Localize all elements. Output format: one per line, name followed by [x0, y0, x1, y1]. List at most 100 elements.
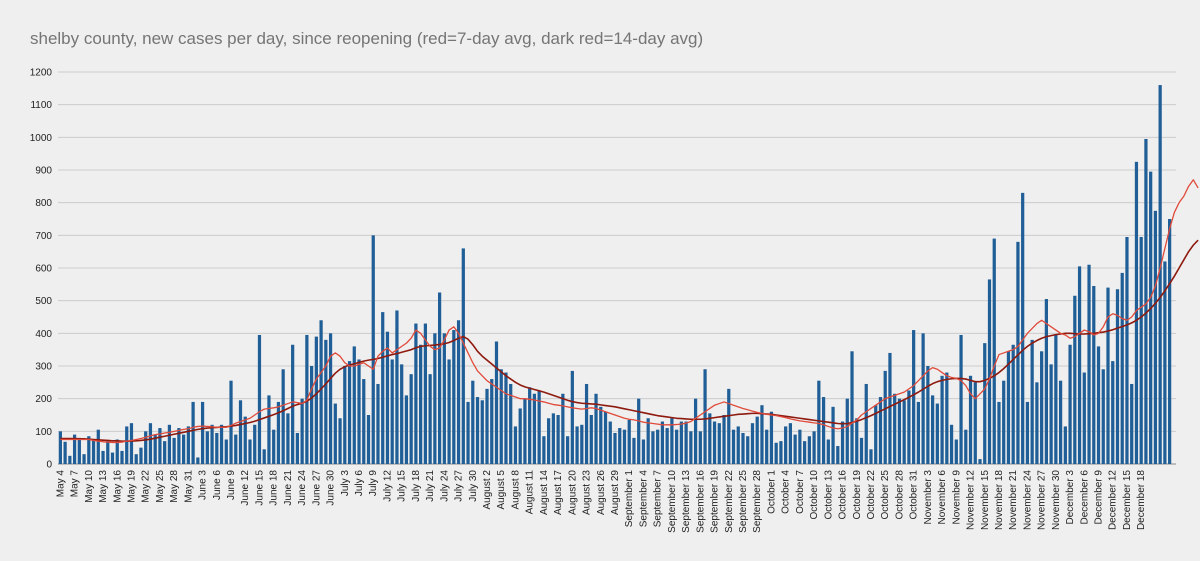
bar: [153, 434, 157, 464]
y-tick-label: 0: [46, 460, 52, 471]
bar: [746, 436, 750, 464]
bar: [238, 400, 243, 464]
bar: [96, 429, 100, 464]
bar: [1011, 344, 1015, 464]
bar: [978, 459, 982, 464]
bar: [319, 320, 323, 464]
x-tick-label: May 22: [141, 470, 152, 503]
x-tick-label: May 31: [183, 470, 194, 503]
bar: [793, 434, 797, 464]
bar: [845, 398, 849, 464]
x-tick-label: September 25: [738, 470, 749, 533]
bar: [983, 343, 987, 464]
x-tick-label: August 5: [496, 470, 507, 510]
bar: [200, 401, 205, 464]
bar: [452, 330, 456, 464]
x-tick-label: October 28: [894, 470, 905, 520]
x-tick-label: August 17: [553, 470, 564, 515]
chart-title: shelby county, new cases per day, since …: [30, 29, 703, 48]
line-7-day-avg: [60, 179, 1199, 444]
bar: [532, 393, 537, 464]
bar: [281, 369, 285, 464]
bar: [916, 401, 920, 464]
bar: [1002, 380, 1006, 464]
x-tick-label: December 12: [1108, 470, 1119, 530]
bar: [897, 398, 902, 464]
bar: [475, 397, 480, 464]
bar: [1144, 138, 1148, 464]
x-tick-label: August 11: [525, 470, 536, 515]
bar: [72, 434, 77, 464]
bar: [144, 431, 148, 464]
bar: [343, 366, 347, 464]
x-tick-label: October 4: [781, 470, 792, 514]
x-tick-label: December 18: [1136, 470, 1147, 530]
x-tick-label: July 24: [439, 470, 450, 502]
bar: [798, 429, 802, 464]
x-tick-label: July 6: [354, 470, 365, 497]
bar: [177, 428, 181, 464]
bar: [807, 436, 811, 464]
bar: [930, 395, 935, 464]
bar: [665, 428, 669, 464]
bar: [784, 426, 788, 464]
x-tick-label: May 10: [84, 470, 95, 503]
x-tick-label: November 3: [923, 470, 934, 525]
bar: [196, 457, 200, 464]
bar: [442, 333, 446, 464]
y-tick-label: 400: [35, 329, 52, 340]
bar: [646, 418, 650, 464]
bar: [779, 441, 783, 464]
x-tick-label: September 16: [695, 470, 706, 533]
x-tick-label: November 15: [980, 470, 991, 530]
bar: [376, 383, 380, 464]
bar: [1054, 334, 1058, 464]
bar: [954, 439, 958, 464]
y-tick-label: 800: [35, 198, 52, 209]
bar: [409, 374, 413, 464]
x-tick-label: November 9: [951, 470, 962, 525]
bar: [883, 370, 887, 464]
bar: [712, 421, 717, 464]
x-tick-label: May 7: [70, 470, 81, 498]
x-tick-label: November 6: [937, 470, 948, 525]
x-tick-label: June 24: [297, 470, 308, 506]
x-tick-label: June 21: [283, 470, 294, 506]
bar: [1030, 339, 1034, 464]
bar: [1021, 192, 1025, 464]
bar: [836, 446, 840, 464]
bar: [949, 424, 954, 464]
x-tick-label: October 31: [909, 470, 920, 520]
y-axis-ticks: 0 100 200 300 400 500 600 700 800 900 1000 1100 1200: [30, 68, 53, 471]
x-tick-label: November 18: [994, 470, 1005, 530]
bar: [186, 426, 190, 464]
bar: [893, 393, 897, 464]
bar: [1115, 289, 1120, 464]
bar: [537, 390, 541, 464]
x-tick-label: June 27: [311, 470, 322, 506]
y-tick-label: 1000: [30, 133, 53, 144]
x-tick-label: August 20: [567, 470, 578, 515]
bar: [1153, 210, 1158, 464]
x-tick-label: December 15: [1122, 470, 1133, 530]
bar: [1130, 383, 1134, 464]
x-tick-label: May 28: [169, 470, 180, 503]
x-tick-label: October 10: [809, 470, 820, 520]
bar: [760, 405, 764, 464]
bar: [736, 426, 740, 464]
bar: [973, 382, 977, 464]
bar: [257, 334, 262, 464]
bar: [172, 437, 176, 464]
x-tick-label: August 29: [610, 470, 621, 515]
x-tick-label: October 22: [866, 470, 877, 520]
bar: [945, 372, 949, 464]
x-tick-label: June 9: [226, 470, 237, 500]
bar: [997, 401, 1001, 464]
bar: [224, 439, 228, 464]
bar: [262, 449, 266, 464]
bar: [684, 421, 688, 464]
x-tick-label: July 15: [397, 470, 408, 502]
bar: [400, 364, 404, 464]
bar: [513, 426, 518, 464]
bar: [864, 383, 868, 464]
